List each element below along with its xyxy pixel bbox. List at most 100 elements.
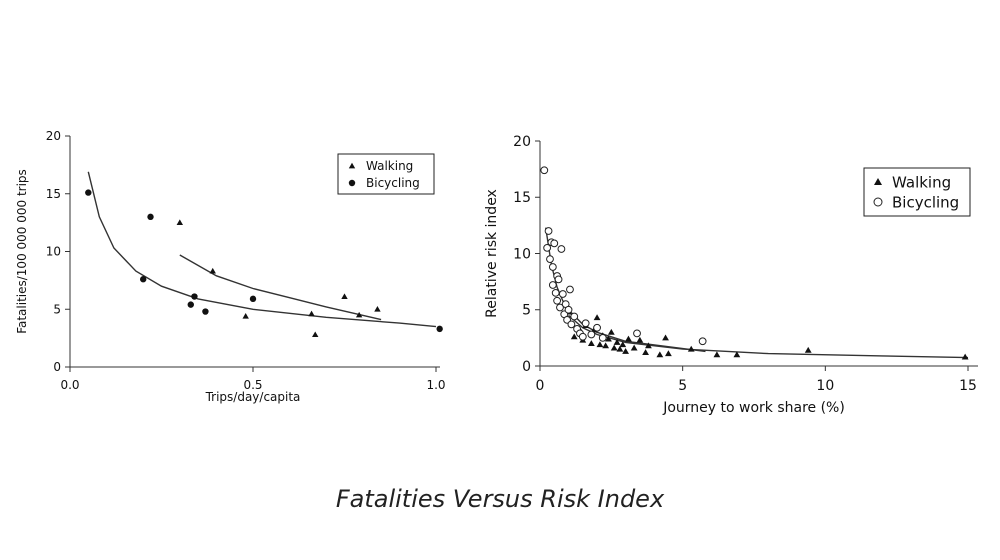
point-walking — [355, 311, 363, 318]
fit-curve-walking — [179, 254, 382, 321]
point-walking — [607, 328, 615, 335]
point-bicycling — [551, 288, 560, 297]
point-bicycling — [436, 325, 443, 333]
point-bicycling — [698, 337, 707, 346]
point-walking — [662, 334, 669, 341]
y-tick-label: 10 — [46, 245, 61, 259]
point-walking — [645, 342, 652, 349]
point-bicycling — [554, 275, 563, 284]
x-tick-label: 5 — [678, 378, 687, 394]
point-bicycling — [140, 276, 147, 283]
point-walking — [605, 335, 612, 342]
point-bicycling — [85, 189, 92, 196]
legend-label-bicycling: Bicycling — [366, 176, 420, 190]
legend-label-bicycling: Bicycling — [892, 193, 959, 211]
point-walking — [374, 306, 381, 312]
y-tick-label: 0 — [522, 359, 531, 375]
point-bicycling — [633, 329, 641, 338]
point-walking — [593, 314, 601, 321]
point-walking — [656, 351, 664, 358]
legend-box — [337, 153, 435, 195]
point-walking — [642, 349, 649, 356]
x-tick-label: 10 — [816, 378, 834, 394]
series-walking — [176, 219, 381, 338]
point-bicycling — [598, 333, 607, 342]
point-bicycling — [581, 319, 590, 328]
legend-marker-walking — [874, 178, 882, 185]
point-walking — [625, 335, 632, 342]
x-tick-label: 0 — [536, 378, 545, 394]
point-walking — [665, 350, 672, 357]
point-walking — [613, 338, 621, 345]
point-walking — [630, 344, 638, 351]
fit-curve-walking — [568, 314, 969, 359]
legend-marker-walking — [348, 162, 356, 169]
point-bicycling — [566, 285, 574, 294]
point-walking — [961, 353, 969, 360]
point-walking — [619, 341, 627, 348]
fit-curve-bicycling — [87, 171, 437, 328]
point-walking — [636, 336, 644, 343]
y-tick-label: 0 — [53, 360, 61, 374]
x-axis-label: Journey to work share (%) — [662, 400, 845, 416]
point-bicycling — [556, 303, 564, 312]
series-bicycling — [85, 189, 443, 333]
point-walking — [242, 312, 249, 319]
point-bicycling — [548, 281, 557, 289]
legend-box — [863, 167, 971, 217]
point-walking — [570, 333, 578, 340]
point-bicycling — [191, 293, 198, 300]
point-bicycling — [578, 332, 587, 341]
point-walking — [341, 293, 348, 299]
point-bicycling — [202, 308, 209, 315]
point-walking — [733, 351, 741, 358]
y-axis-label: Relative risk index — [484, 189, 500, 318]
point-bicycling — [546, 255, 554, 264]
x-tick-label: 0.5 — [243, 378, 262, 392]
legend: Walking Bicycling — [863, 167, 971, 217]
point-walking — [209, 267, 216, 274]
point-walking — [687, 345, 695, 352]
y-axis-label: Fatalities/100 000 000 trips — [15, 169, 29, 334]
point-bicycling — [553, 296, 562, 305]
point-bicycling — [593, 323, 601, 332]
point-walking — [610, 344, 618, 351]
point-walking — [616, 345, 624, 352]
point-walking — [176, 219, 183, 226]
series-bicycling — [540, 166, 707, 346]
point-walking — [622, 347, 629, 354]
point-bicycling — [570, 312, 579, 321]
point-bicycling — [564, 305, 573, 314]
point-bicycling — [557, 245, 566, 253]
right-chart: 0 5 10 15 0 5 10 15 20 Journey to work share (%) R… — [484, 134, 978, 416]
x-tick-label: 0.0 — [60, 378, 79, 392]
y-tick-label: 15 — [513, 190, 531, 206]
point-bicycling — [548, 263, 557, 271]
point-bicycling — [567, 320, 576, 329]
point-bicycling — [558, 290, 567, 298]
point-bicycling — [147, 213, 154, 221]
point-bicycling — [587, 330, 596, 339]
point-walking — [602, 342, 610, 349]
y-tick-label: 20 — [46, 129, 61, 143]
y-tick-label: 20 — [513, 134, 531, 150]
point-walking — [804, 346, 812, 353]
point-bicycling — [249, 295, 257, 303]
point-walking — [596, 341, 604, 348]
point-walking — [312, 331, 319, 338]
point-walking — [308, 310, 315, 317]
series-walking — [565, 308, 969, 360]
point-walking — [587, 340, 595, 347]
x-axis-label: Trips/day/capita — [205, 390, 301, 404]
point-walking — [713, 351, 721, 358]
point-bicycling — [550, 239, 559, 248]
figure-caption: Fatalities Versus Risk Index — [335, 485, 665, 513]
y-tick-label: 15 — [46, 187, 61, 201]
x-tick-label: 15 — [959, 378, 977, 394]
legend-label-walking: Walking — [366, 159, 413, 173]
legend-label-walking: Walking — [892, 173, 951, 191]
point-bicycling — [187, 301, 194, 308]
legend: Walking Bicycling — [337, 153, 435, 195]
y-tick-label: 5 — [522, 303, 531, 319]
point-bicycling — [540, 166, 549, 175]
